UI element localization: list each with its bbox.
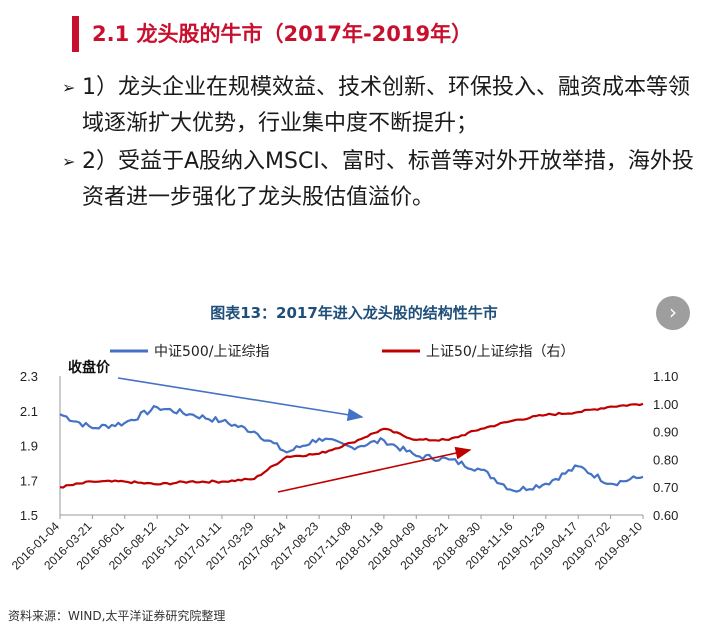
y-right-tick-label: 1.00 [653,397,678,412]
bullet-item: ➢ 2）受益于A股纳入MSCI、富时、标普等对外开放举措，海外投资者进一步强化了… [62,144,702,216]
y-left-tick-label: 1.7 [20,473,38,488]
y-right-tick-label: 0.80 [653,452,678,467]
title-accent-bar [72,16,79,52]
annotation-label: 收盘价 [68,359,111,376]
legend-label: 上证50/上证综指（右） [426,344,575,360]
bullet-list: ➢ 1）龙头企业在规模效益、技术创新、环保投入、融资成本等领域逐渐扩大优势，行业… [62,70,702,218]
section-title: 2.1 龙头股的牛市（2017年-2019年） [92,22,473,46]
series-line-sse50 [59,402,644,489]
y-left-tick-label: 1.9 [20,439,38,454]
y-left-tick-label: 1.5 [20,508,38,523]
chevron-right-icon[interactable]: › [656,296,690,330]
y-left-tick-label: 2.1 [20,404,38,419]
y-right-tick-label: 1.10 [653,369,678,384]
bullet-text: 1）龙头企业在规模效益、技术创新、环保投入、融资成本等领域逐渐扩大优势，行业集中… [82,75,690,136]
bullet-item: ➢ 1）龙头企业在规模效益、技术创新、环保投入、融资成本等领域逐渐扩大优势，行业… [62,70,702,142]
blue-trend-arrow [117,377,364,422]
bullet-arrow-icon: ➢ [62,152,76,171]
source-note: 资料来源：WIND,太平洋证券研究院整理 [8,609,226,623]
y-right-tick-label: 0.60 [653,508,678,523]
chart-title: 图表13：2017年进入龙头股的结构性牛市 [210,304,498,322]
series-line-csi500 [59,405,644,493]
y-right-tick-label: 0.90 [653,425,678,440]
legend-label: 中证500/上证综指 [154,344,269,360]
bullet-arrow-icon: ➢ [62,78,76,97]
y-right-tick-label: 0.70 [653,480,678,495]
red-trend-arrow [277,446,472,493]
y-left-tick-label: 2.3 [20,369,38,384]
bullet-text: 2）受益于A股纳入MSCI、富时、标普等对外开放举措，海外投资者进一步强化了龙头… [82,149,694,210]
